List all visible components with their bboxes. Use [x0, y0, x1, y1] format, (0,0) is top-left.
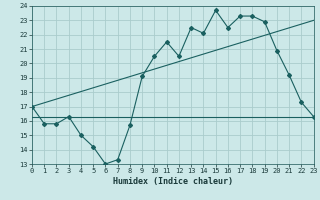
X-axis label: Humidex (Indice chaleur): Humidex (Indice chaleur) — [113, 177, 233, 186]
